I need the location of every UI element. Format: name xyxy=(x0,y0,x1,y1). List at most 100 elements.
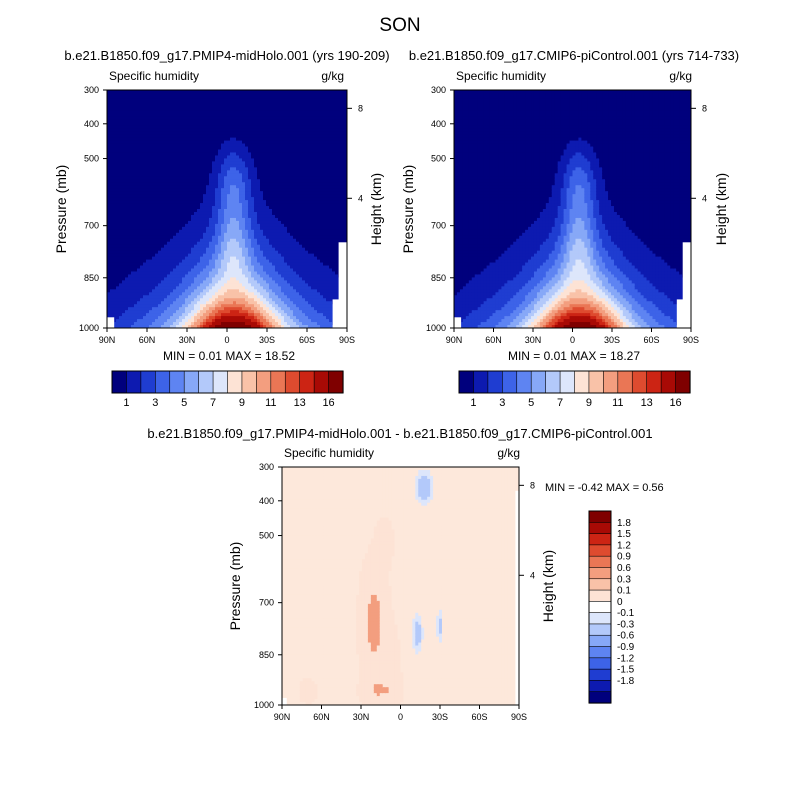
contour-cell xyxy=(119,188,123,192)
contour-cell xyxy=(251,158,255,163)
contour-cell xyxy=(215,220,219,225)
contour-cell xyxy=(233,238,237,243)
contour-cell xyxy=(206,211,210,216)
contour-cell xyxy=(143,194,147,198)
contour-cell xyxy=(113,238,117,243)
contour-cell xyxy=(248,167,252,171)
contour-cell xyxy=(170,95,174,100)
contour-cell xyxy=(167,182,171,186)
contour-cell xyxy=(152,92,156,97)
contour-cell xyxy=(161,134,165,139)
contour-cell xyxy=(149,271,153,276)
contour-cell xyxy=(275,226,279,231)
contour-cell xyxy=(176,268,180,273)
contour-cell xyxy=(182,206,186,210)
contour-cell xyxy=(239,295,243,299)
contour-cell xyxy=(269,110,273,115)
contour-cell xyxy=(113,256,117,261)
contour-cell xyxy=(116,313,120,317)
contour-cell xyxy=(260,110,264,115)
contour-cell xyxy=(206,101,210,106)
contour-cell xyxy=(284,197,288,201)
contour-cell xyxy=(188,256,192,261)
contour-cell xyxy=(209,155,213,160)
contour-cell xyxy=(122,173,126,177)
contour-cell xyxy=(239,122,243,127)
contour-cell xyxy=(272,137,276,142)
contour-cell xyxy=(137,277,141,282)
contour-cell xyxy=(278,128,282,133)
contour-cell xyxy=(221,316,225,320)
contour-cell xyxy=(278,197,282,201)
contour-cell xyxy=(218,206,222,210)
contour-cell xyxy=(248,188,252,192)
contour-cell xyxy=(248,277,252,282)
contour-cell xyxy=(236,125,240,130)
contour-cell xyxy=(281,250,285,255)
contour-cell xyxy=(215,200,219,204)
contour-cell xyxy=(233,167,237,171)
contour-cell xyxy=(122,110,126,115)
contour-cell xyxy=(242,122,246,127)
contour-cell xyxy=(218,143,222,148)
contour-cell xyxy=(290,265,294,270)
contour-cell xyxy=(266,125,270,130)
contour-cell xyxy=(230,322,234,326)
contour-cell xyxy=(251,262,255,267)
contour-cell xyxy=(182,295,186,299)
contour-cell xyxy=(197,256,201,261)
contour-cell xyxy=(107,90,111,94)
contour-cell xyxy=(152,265,156,270)
contour-cell xyxy=(290,229,294,234)
contour-cell xyxy=(287,146,291,151)
contour-cell xyxy=(200,128,204,133)
contour-cell xyxy=(140,256,144,261)
contour-cell xyxy=(245,298,249,302)
contour-cell xyxy=(263,304,267,308)
contour-cell xyxy=(266,304,270,308)
contour-cell xyxy=(224,292,228,296)
contour-cell xyxy=(140,250,144,255)
contour-cell xyxy=(164,274,168,279)
contour-cell xyxy=(275,232,279,237)
contour-cell xyxy=(212,98,216,103)
contour-cell xyxy=(182,125,186,130)
contour-cell xyxy=(119,235,123,240)
contour-cell xyxy=(272,200,276,204)
contour-cell xyxy=(245,167,249,171)
contour-cell xyxy=(152,206,156,210)
contour-cell xyxy=(110,259,114,264)
contour-cell xyxy=(107,238,111,243)
contour-cell xyxy=(176,158,180,163)
contour-cell xyxy=(173,164,177,168)
contour-cell xyxy=(254,229,258,234)
contour-cell xyxy=(113,325,117,328)
contour-cell xyxy=(122,229,126,234)
contour-cell xyxy=(212,292,216,296)
contour-cell xyxy=(260,146,264,151)
contour-cell xyxy=(152,211,156,216)
contour-cell xyxy=(275,107,279,112)
contour-cell xyxy=(185,197,189,201)
contour-cell xyxy=(185,229,189,234)
contour-cell xyxy=(188,238,192,243)
contour-cell xyxy=(164,143,168,148)
contour-cell xyxy=(173,232,177,237)
contour-cell xyxy=(110,173,114,177)
contour-cell xyxy=(236,90,240,94)
contour-cell xyxy=(251,319,255,323)
contour-cell xyxy=(230,143,234,148)
contour-cell xyxy=(266,137,270,142)
contour-cell xyxy=(269,167,273,171)
contour-cell xyxy=(230,265,234,270)
contour-cell xyxy=(191,229,195,234)
contour-cell xyxy=(245,119,249,124)
contour-cell xyxy=(173,298,177,302)
contour-cell xyxy=(188,286,192,290)
contour-cell xyxy=(269,271,273,276)
contour-cell xyxy=(281,274,285,279)
contour-cell xyxy=(167,256,171,261)
contour-cell xyxy=(149,274,153,279)
contour-cell xyxy=(161,146,165,151)
contour-cell xyxy=(212,167,216,171)
